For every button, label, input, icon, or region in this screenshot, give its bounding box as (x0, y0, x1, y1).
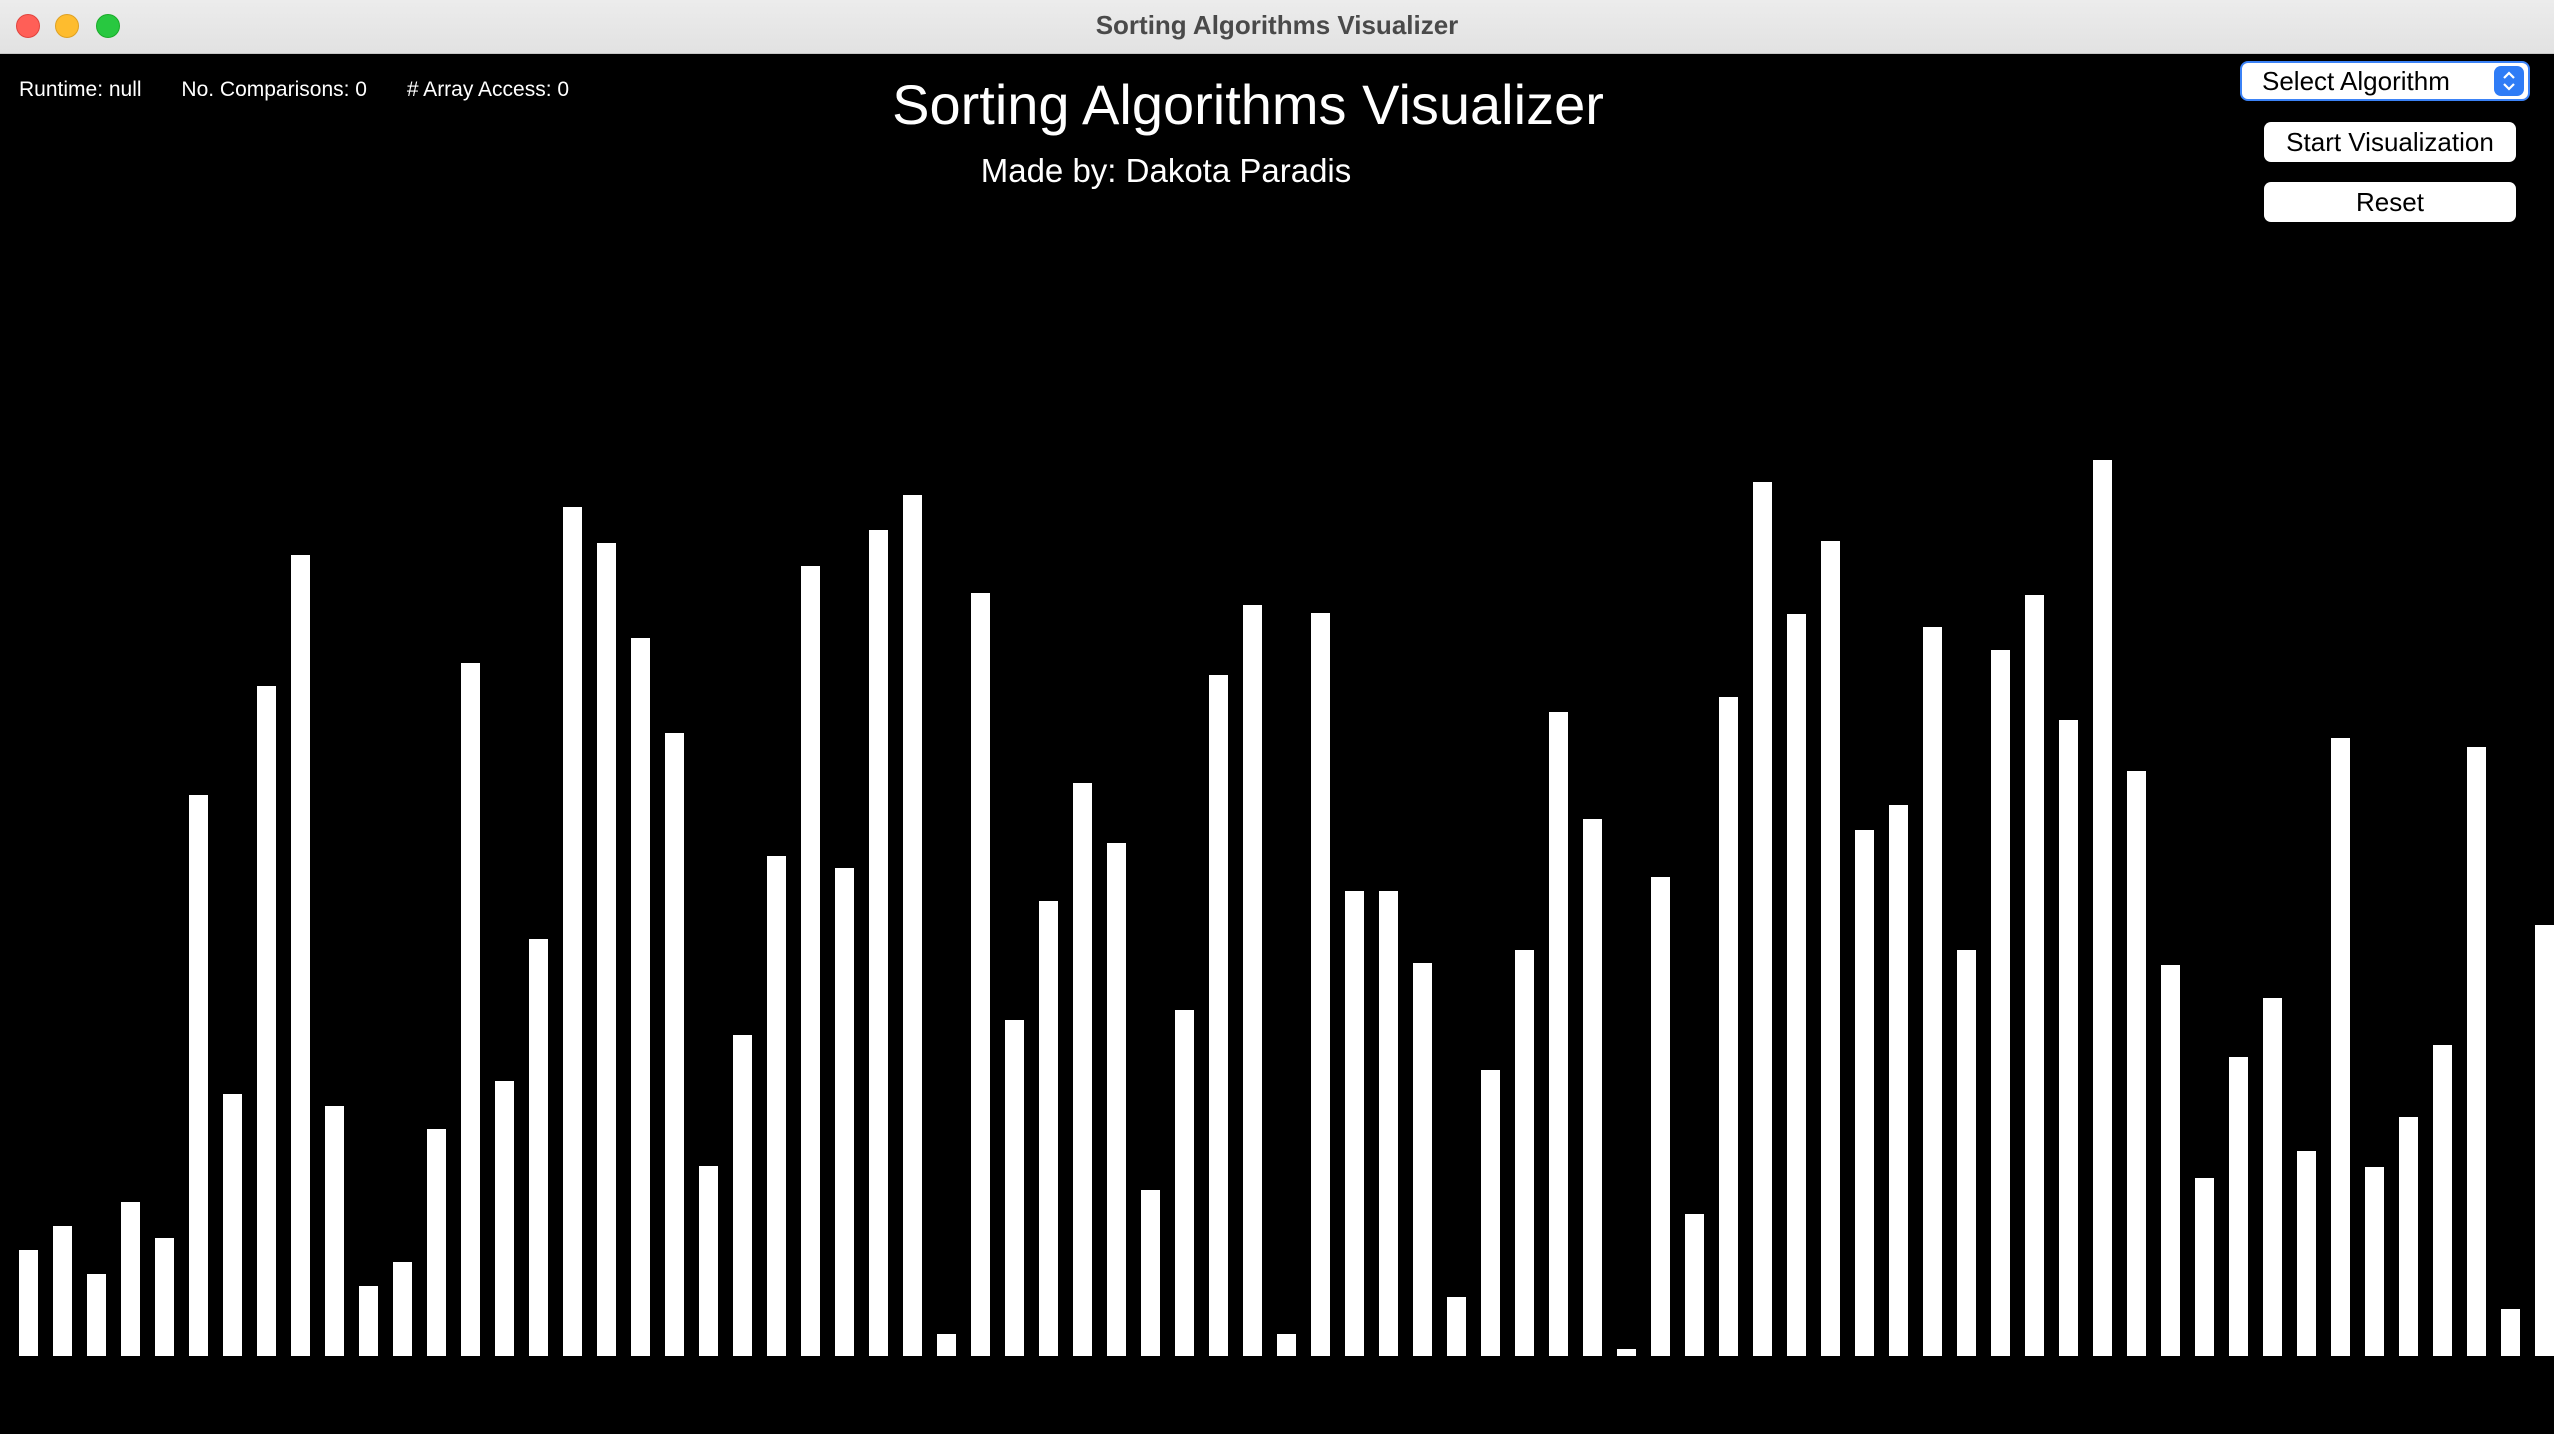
array-bar (937, 1334, 956, 1356)
array-bar (2331, 738, 2350, 1356)
array-bar (529, 939, 548, 1356)
array-bar (1821, 541, 1840, 1356)
array-bar (1481, 1070, 1500, 1356)
title-bar: Sorting Algorithms Visualizer (0, 0, 2554, 54)
array-bar (1651, 877, 1670, 1356)
algorithm-select[interactable]: Select Algorithm (2240, 61, 2530, 101)
array-bar (563, 507, 582, 1356)
array-bar (1923, 627, 1942, 1356)
array-bar (2501, 1309, 2520, 1356)
array-bar (2127, 771, 2146, 1356)
reset-button[interactable]: Reset (2264, 182, 2516, 222)
array-bar (767, 856, 786, 1356)
array-bar (2535, 925, 2554, 1356)
array-bar (1141, 1190, 1160, 1356)
array-bar (1107, 843, 1126, 1356)
array-bar (427, 1129, 446, 1356)
array-bar (733, 1035, 752, 1356)
array-bar (1515, 950, 1534, 1356)
start-visualization-button[interactable]: Start Visualization (2264, 122, 2516, 162)
runtime-stat: Runtime: null (19, 78, 142, 101)
array-bar (257, 686, 276, 1356)
array-bar (393, 1262, 412, 1356)
array-bar (1005, 1020, 1024, 1356)
array-bar (1209, 675, 1228, 1356)
array-bar (1379, 891, 1398, 1356)
array-bar (2399, 1117, 2418, 1356)
array-bar (1991, 650, 2010, 1356)
minimize-window-button[interactable] (55, 14, 79, 38)
array-bar (1345, 891, 1364, 1356)
array-bar (461, 663, 480, 1356)
array-bar (291, 555, 310, 1356)
stats-panel: Runtime: null No. Comparisons: 0 # Array… (19, 78, 603, 102)
array-bar (2433, 1045, 2452, 1356)
array-bar (1311, 613, 1330, 1356)
array-bar (53, 1226, 72, 1356)
array-bar (869, 530, 888, 1356)
array-bar (87, 1274, 106, 1356)
array-bar (971, 593, 990, 1356)
array-bar (1175, 1010, 1194, 1356)
array-bar (1583, 819, 1602, 1356)
array-bar (2229, 1057, 2248, 1356)
array-bar (2467, 747, 2486, 1356)
array-bar (223, 1094, 242, 1356)
array-bar (1719, 697, 1738, 1356)
array-bar (495, 1081, 514, 1356)
array-bar (801, 566, 820, 1356)
array-bar (699, 1166, 718, 1356)
array-bar (1753, 482, 1772, 1356)
array-bar (1855, 830, 1874, 1356)
array-bar (903, 495, 922, 1356)
visualizer-canvas: Runtime: null No. Comparisons: 0 # Array… (0, 54, 2554, 1434)
array-bar (325, 1106, 344, 1356)
page-title: Sorting Algorithms Visualizer (892, 73, 1604, 136)
array-bar (835, 868, 854, 1356)
array-bar (597, 543, 616, 1356)
bar-array (0, 54, 2554, 1434)
array-bar (2161, 965, 2180, 1356)
array-bar (631, 638, 650, 1356)
array-bar (189, 795, 208, 1356)
maximize-window-button[interactable] (96, 14, 120, 38)
array-bar (2263, 998, 2282, 1356)
array-bar (359, 1286, 378, 1356)
array-bar (1447, 1297, 1466, 1356)
array-bar (1549, 712, 1568, 1356)
array-bar (1277, 1334, 1296, 1356)
array-bar (1617, 1349, 1636, 1356)
array-bar (2025, 595, 2044, 1356)
array-bar (1889, 805, 1908, 1356)
array-bar (2297, 1151, 2316, 1356)
array-bar (1413, 963, 1432, 1356)
array-bar (1039, 901, 1058, 1356)
array-bar (1685, 1214, 1704, 1356)
array-bar (1957, 950, 1976, 1356)
array-bar (2093, 460, 2112, 1356)
array-access-stat: # Array Access: 0 (406, 78, 570, 101)
array-bar (121, 1202, 140, 1356)
page-subtitle: Made by: Dakota Paradis (980, 152, 1352, 189)
array-bar (1787, 614, 1806, 1356)
array-bar (155, 1238, 174, 1356)
chevron-up-down-icon (2494, 66, 2524, 96)
array-bar (2059, 720, 2078, 1356)
comparisons-stat: No. Comparisons: 0 (181, 78, 367, 101)
close-window-button[interactable] (16, 14, 40, 38)
array-bar (665, 733, 684, 1356)
array-bar (2365, 1167, 2384, 1356)
array-bar (2195, 1178, 2214, 1356)
array-bar (19, 1250, 38, 1356)
window-title: Sorting Algorithms Visualizer (1095, 10, 1459, 40)
algorithm-select-label: Select Algorithm (2262, 66, 2450, 96)
array-bar (1243, 605, 1262, 1356)
array-bar (1073, 783, 1092, 1356)
